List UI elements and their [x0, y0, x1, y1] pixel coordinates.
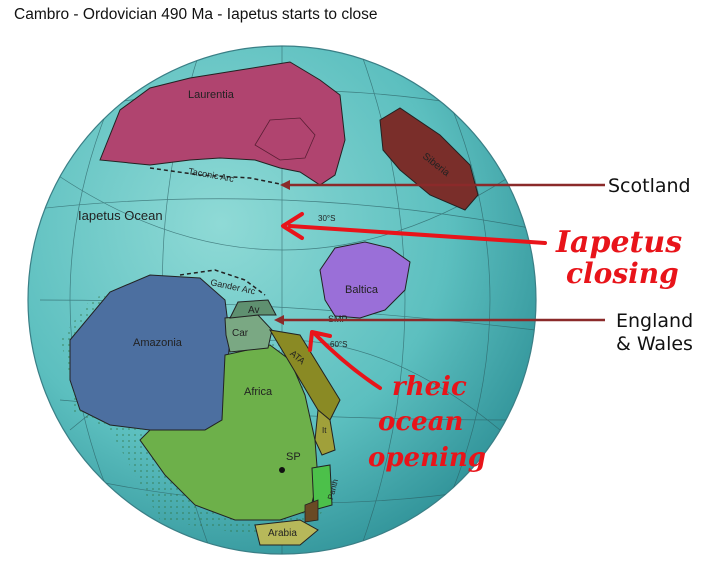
iapetus-closing-annotation-line1: Iapetus	[555, 225, 682, 260]
south-pole-label: SP	[286, 451, 301, 463]
laurentia-continent	[99, 61, 346, 186]
panthalassa-terrane	[311, 464, 333, 511]
laurentia-label: Laurentia	[188, 89, 235, 101]
latitude-60s-label: 60°S	[330, 340, 347, 349]
rheic-annotation-line1: rheic	[392, 372, 467, 402]
africa-continent	[139, 344, 319, 521]
gander-arc-line	[179, 269, 266, 296]
england-annotation-line2: & Wales	[616, 333, 693, 355]
avalonia-label: Av	[248, 305, 260, 316]
map-title: Cambro - Ordovician 490 Ma - Iapetus sta…	[14, 6, 378, 23]
iapetus-closing-arrow	[288, 224, 547, 245]
africa-label: Africa	[244, 386, 273, 398]
italy-terrane	[314, 409, 336, 456]
scotland-annotation: Scotland	[608, 175, 691, 197]
rheic-opening-arrow	[312, 331, 382, 390]
avalonia-terrane	[229, 299, 277, 319]
arabia-continent	[254, 519, 319, 546]
south-pole-marker	[279, 467, 285, 473]
rheic-annotation-line3: opening	[368, 443, 486, 473]
iapetus-closing-annotation-line2: closing	[566, 257, 679, 290]
amazonia-label: Amazonia	[133, 337, 183, 349]
carolina-label: Car	[232, 328, 249, 339]
iapetus-ocean-label: Iapetus Ocean	[78, 208, 163, 223]
baltica-continent	[319, 241, 411, 319]
england-annotation-line1: England	[616, 310, 693, 332]
rheic-annotation-line2: ocean	[378, 407, 463, 437]
latitude-30s-label: 30°S	[318, 214, 335, 223]
italy-label: It	[322, 426, 327, 435]
arabia-label: Arabia	[268, 528, 297, 539]
baltica-label: Baltica	[345, 284, 379, 296]
